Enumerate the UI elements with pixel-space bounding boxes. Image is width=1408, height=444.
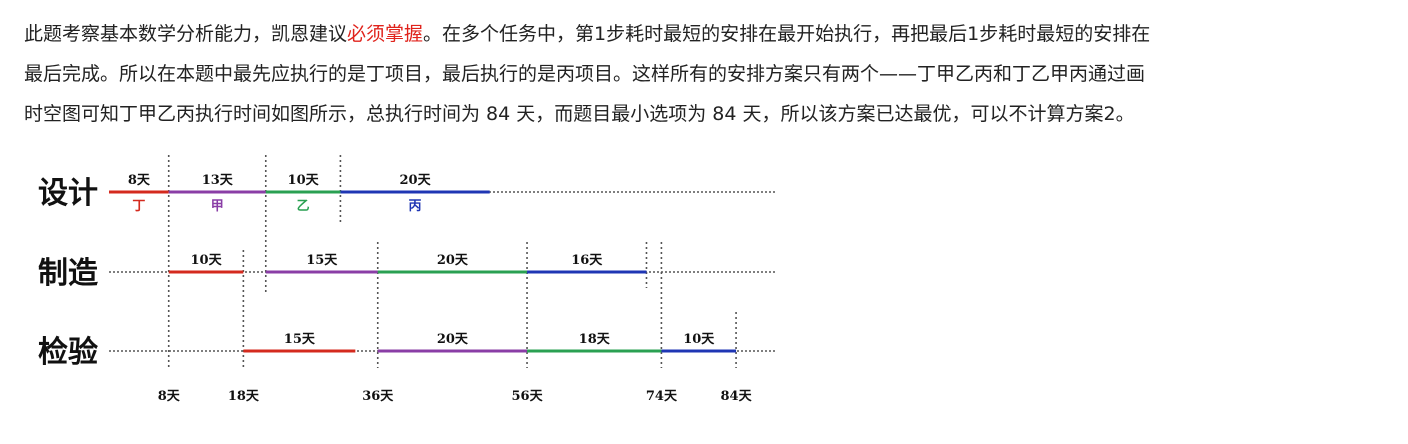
task-name-label: 甲 (211, 199, 224, 214)
axis-tick-label: 18天 (228, 389, 260, 404)
line1-text-end: 。在多个任务中，第1步耗时最短的安排在最开始执行，再把最后1步耗时最短的安排在 (423, 23, 1151, 45)
duration-label: 10天 (190, 253, 222, 268)
explanation-line-3: 时空图可知丁甲乙丙执行时间如图所示，总执行时间为 84 天，而题目最小选项为 8… (24, 103, 1135, 125)
duration-label: 20天 (437, 332, 469, 347)
must-master-highlight: 必须掌握 (347, 23, 424, 45)
duration-label: 18天 (579, 332, 611, 347)
row-label-3: 检验 (38, 335, 98, 370)
duration-label: 20天 (437, 253, 469, 268)
duration-label: 10天 (683, 332, 715, 347)
line1-text: 此题考察基本数学分析能力，凯恩建议 (24, 23, 348, 45)
axis-tick-label: 56天 (511, 389, 543, 404)
axis-tick-label: 36天 (362, 389, 394, 404)
task-name-label: 乙 (297, 199, 310, 214)
duration-label: 13天 (202, 173, 234, 188)
duration-label: 15天 (306, 253, 338, 268)
explanation-line-2: 最后完成。所以在本题中最先应执行的是丁项目，最后执行的是丙项目。这样所有的安排方… (24, 63, 1146, 85)
explanation-line-1: 此题考察基本数学分析能力，凯恩建议必须掌握。在多个任务中，第1步耗时最短的安排在… (24, 14, 1394, 54)
axis-tick-label: 8天 (158, 389, 181, 404)
duration-label: 20天 (400, 173, 432, 188)
duration-label: 15天 (284, 332, 316, 347)
task-name-label: 丙 (409, 199, 422, 214)
row-label-2: 制造 (38, 256, 98, 291)
task-name-label: 丁 (132, 199, 145, 214)
row-label-1: 设计 (38, 176, 98, 211)
duration-label: 8天 (128, 173, 151, 188)
axis-tick-labels: 8天 18天 36天 56天 74天 84天 (158, 389, 753, 404)
duration-label: 10天 (288, 173, 320, 188)
duration-label: 16天 (571, 253, 603, 268)
axis-tick-label: 74天 (646, 389, 678, 404)
axis-tick-label: 84天 (721, 389, 753, 404)
explanation-paragraph: 此题考察基本数学分析能力，凯恩建议必须掌握。在多个任务中，第1步耗时最短的安排在… (24, 14, 1394, 134)
